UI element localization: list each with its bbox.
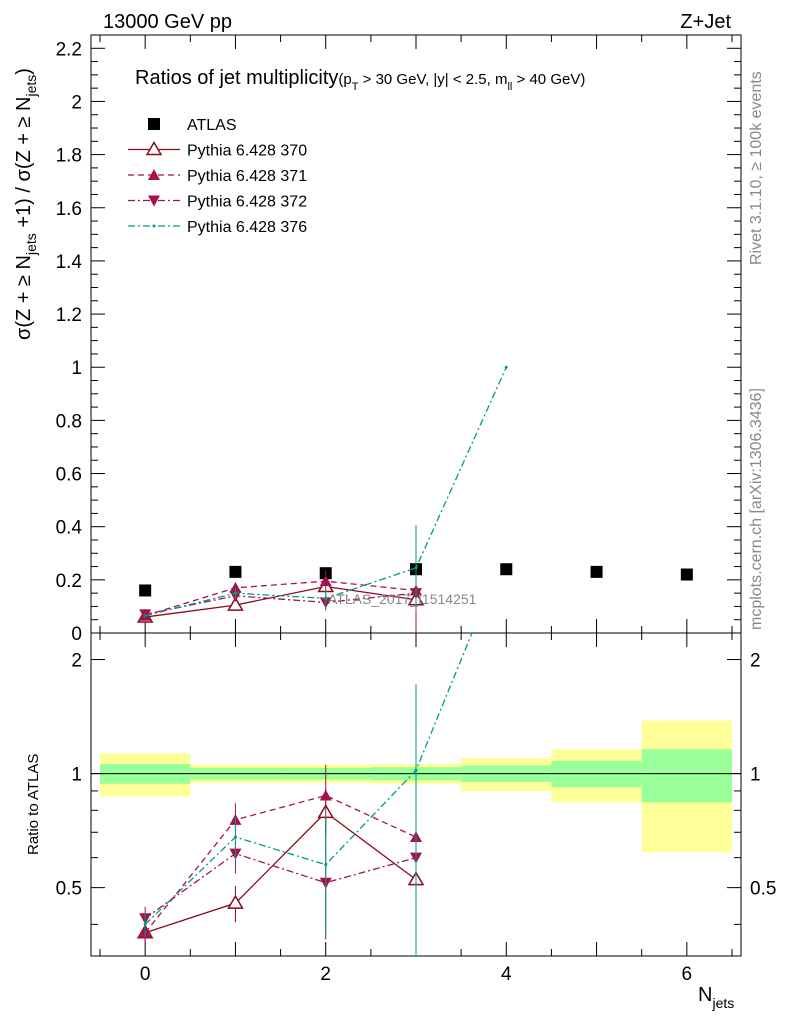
data-point-0 [139,584,152,597]
legend-marker [152,224,156,228]
process-label: Z+Jet [680,11,731,33]
ylabel-c: ) [13,68,35,75]
data-point-4 [414,566,418,570]
legend-label: Pythia 6.428 371 [187,168,307,185]
legend-label: ATLAS [187,117,237,134]
y-tick-label: 2.2 [56,39,82,60]
ratio-line-2 [144,852,417,919]
y-tick-label: 0.6 [56,465,82,486]
legend-marker [148,195,160,207]
ylabel-b: +1) / σ(Z + ≥ N [13,97,35,234]
ratio-point-0 [227,894,244,909]
series-line-2 [144,580,417,617]
data-point-1 [227,596,244,611]
data-point-4 [143,614,147,618]
ratio-y-tick-label-right: 2 [750,651,761,672]
data-point-2 [319,575,332,587]
main-axis-ticks: 0 0.2 0.4 0.6 0.8 1 1.2 1.4 1.6 1.8 2 2.2 [56,35,741,645]
title-cut-end: > 40 GeV) [512,71,585,88]
x-tick-label: 0 [140,964,151,985]
legend-label: Pythia 6.428 370 [187,143,307,160]
ratio-point-1 [319,789,332,801]
y-tick-label: 1.8 [56,146,82,167]
y-tick-label: 1.4 [56,252,83,273]
band-inner-5 [551,760,642,788]
xlabel-main: N [698,984,712,1006]
ratio-series [136,632,473,956]
x-tick-label: 6 [682,964,693,985]
ratio-y-tick-label: 2 [71,651,82,672]
ratio-line-0 [144,811,417,934]
x-tick-label: 4 [501,964,512,985]
legend-marker [145,141,163,156]
y-tick-label: 2 [71,92,82,113]
y-tick-label: 0.4 [56,518,83,539]
ratio-point-3 [143,922,147,926]
band-inner-6 [641,749,732,803]
rivet-label: Rivet 3.1.10, ≥ 100k events [748,71,765,265]
ylabel-a-sub: jets [23,233,39,256]
ratio-y-tick-label: 0.5 [56,879,82,900]
data-point-0 [500,563,513,576]
title-pt-sub: T [352,81,359,93]
title-pt: (p [338,71,351,88]
ratio-point-3 [233,835,237,839]
title-main: Ratios of jet multiplicity [135,67,338,89]
ratio-point-3 [324,863,328,867]
ratio-y-axis-label: Ratio to ATLAS [25,754,42,855]
ratio-y-tick-label-right: 0.5 [750,879,776,900]
legend-label: Pythia 6.428 376 [187,219,307,236]
data-point-4 [504,365,508,369]
x-axis-label: Njets [698,984,734,1011]
ylabel-b-sub: jets [23,75,39,98]
y-tick-label: 0.2 [56,571,82,592]
legend-marker [148,118,160,130]
title-m-sub: ll [507,81,512,93]
mcplots-label: mcplots.cern.ch [arXiv:1306.3436] [748,388,765,630]
data-point-0 [590,565,603,578]
main-series [136,365,693,633]
x-tick-label: 2 [320,964,331,985]
analysis-watermark: ATLAS_2017_I1514251 [328,591,477,607]
ylabel-a: σ(Z + ≥ N [13,255,35,340]
y-tick-label: 0.8 [56,411,82,432]
y-tick-label: 0 [71,624,82,645]
legend-marker [148,169,160,180]
ratio-y-tick-label: 1 [71,765,82,786]
legend: ATLAS Pythia 6.428 370 Pythia 6.428 371 Pyt… [128,117,307,236]
ratio-axis-ticks: 0.5 0.5 1 1 2 2 0 2 4 6 [56,633,776,985]
title-cut-mid: > 30 GeV, |y| < 2.5, m [358,71,507,88]
energy-label: 13000 GeV pp [103,11,232,33]
data-point-0 [229,565,242,578]
y-tick-label: 1 [71,358,82,379]
ratio-point-3 [414,768,418,772]
legend-label: Pythia 6.428 372 [187,194,307,211]
xlabel-sub: jets [711,995,734,1011]
chart-title: Ratios of jet multiplicity(pT > 30 GeV, … [135,67,585,93]
y-tick-label: 1.2 [56,305,82,326]
y-tick-label: 1.6 [56,199,82,220]
data-point-4 [324,596,328,600]
data-point-2 [229,581,242,593]
ratio-line-1 [144,794,417,934]
data-point-4 [233,591,237,595]
main-y-axis-label: σ(Z + ≥ Njets +1) / σ(Z + ≥ Njets) [13,68,39,340]
ratio-y-tick-label-right: 1 [750,765,761,786]
data-point-0 [680,568,693,581]
